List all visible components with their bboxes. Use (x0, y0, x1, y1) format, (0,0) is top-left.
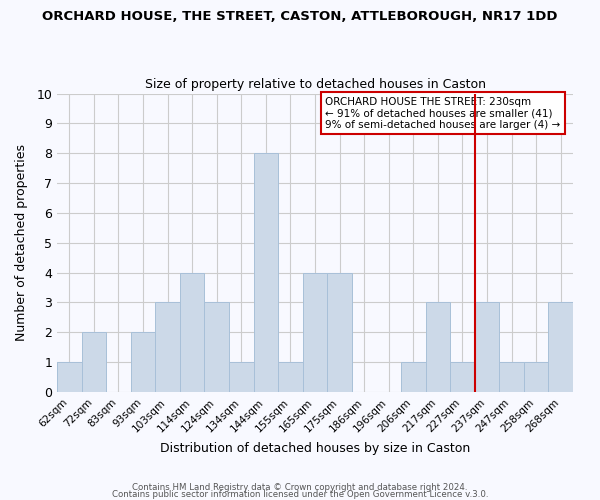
Bar (278, 362, 303, 392)
Text: ORCHARD HOUSE, THE STREET, CASTON, ATTLEBOROUGH, NR17 1DD: ORCHARD HOUSE, THE STREET, CASTON, ATTLE… (42, 10, 558, 23)
Bar (450, 362, 475, 392)
Bar (425, 302, 450, 392)
Bar (254, 153, 278, 392)
Bar (303, 272, 327, 392)
Bar (499, 362, 524, 392)
Bar (548, 302, 573, 392)
Y-axis label: Number of detached properties: Number of detached properties (15, 144, 28, 342)
Bar (401, 362, 425, 392)
Bar (131, 332, 155, 392)
Bar (82, 332, 106, 392)
Title: Size of property relative to detached houses in Caston: Size of property relative to detached ho… (145, 78, 485, 91)
Bar (229, 362, 254, 392)
Text: Contains HM Land Registry data © Crown copyright and database right 2024.: Contains HM Land Registry data © Crown c… (132, 484, 468, 492)
Bar (180, 272, 205, 392)
Bar (327, 272, 352, 392)
Bar (155, 302, 180, 392)
Bar (205, 302, 229, 392)
X-axis label: Distribution of detached houses by size in Caston: Distribution of detached houses by size … (160, 442, 470, 455)
Text: ORCHARD HOUSE THE STREET: 230sqm
← 91% of detached houses are smaller (41)
9% of: ORCHARD HOUSE THE STREET: 230sqm ← 91% o… (325, 96, 560, 130)
Bar (475, 302, 499, 392)
Bar (57, 362, 82, 392)
Bar (524, 362, 548, 392)
Text: Contains public sector information licensed under the Open Government Licence v.: Contains public sector information licen… (112, 490, 488, 499)
